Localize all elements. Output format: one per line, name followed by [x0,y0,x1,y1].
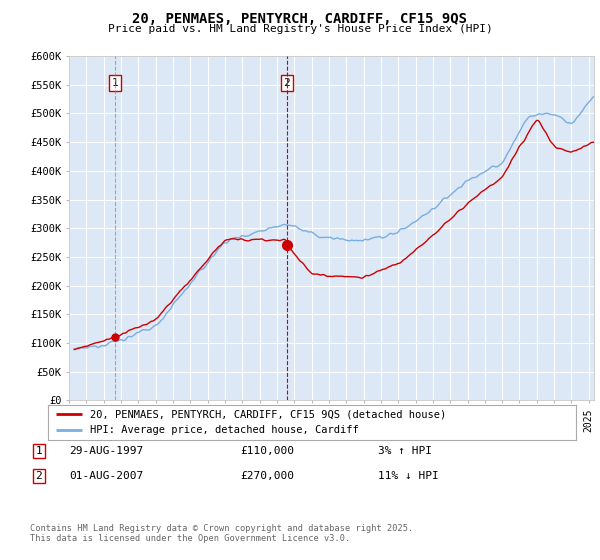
Text: Contains HM Land Registry data © Crown copyright and database right 2025.
This d: Contains HM Land Registry data © Crown c… [30,524,413,543]
Text: 1: 1 [35,446,43,456]
Text: £110,000: £110,000 [240,446,294,456]
Text: 3% ↑ HPI: 3% ↑ HPI [378,446,432,456]
Text: 29-AUG-1997: 29-AUG-1997 [69,446,143,456]
Text: HPI: Average price, detached house, Cardiff: HPI: Average price, detached house, Card… [90,425,359,435]
Text: 20, PENMAES, PENTYRCH, CARDIFF, CF15 9QS (detached house): 20, PENMAES, PENTYRCH, CARDIFF, CF15 9QS… [90,409,446,419]
Text: 11% ↓ HPI: 11% ↓ HPI [378,471,439,481]
Text: £270,000: £270,000 [240,471,294,481]
Text: Price paid vs. HM Land Registry's House Price Index (HPI): Price paid vs. HM Land Registry's House … [107,24,493,34]
Text: 20, PENMAES, PENTYRCH, CARDIFF, CF15 9QS: 20, PENMAES, PENTYRCH, CARDIFF, CF15 9QS [133,12,467,26]
Text: 01-AUG-2007: 01-AUG-2007 [69,471,143,481]
Text: 1: 1 [112,78,118,88]
Text: 2: 2 [284,78,290,88]
Text: 2: 2 [35,471,43,481]
